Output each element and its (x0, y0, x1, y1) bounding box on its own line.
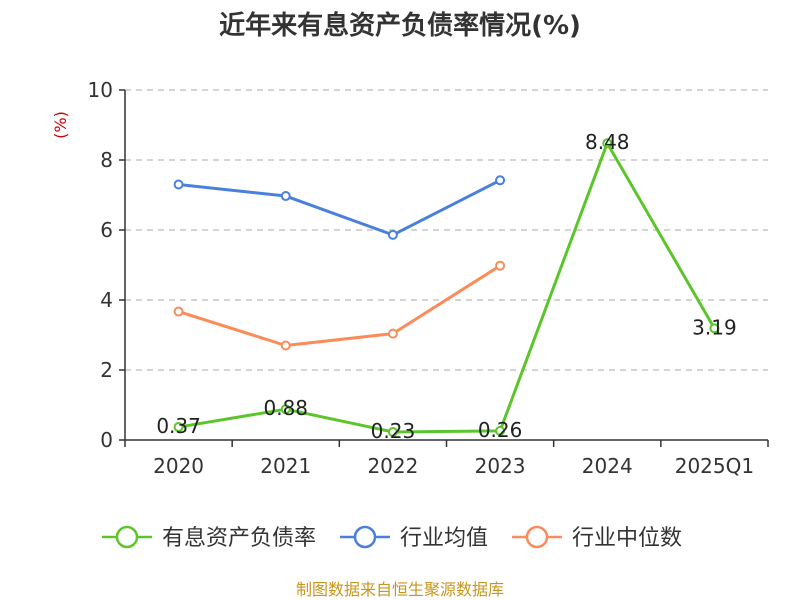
x-tick-label: 2023 (475, 454, 526, 478)
y-axis-unit-label: (%) (51, 111, 70, 139)
data-point (173, 306, 184, 317)
data-point (495, 175, 506, 186)
legend-marker (353, 525, 377, 549)
data-label: 8.48 (585, 130, 630, 154)
data-point (387, 229, 398, 240)
legend-label: 行业均值 (400, 526, 488, 551)
data-label: 0.88 (263, 396, 308, 420)
data-point (173, 179, 184, 190)
y-tick-label: 8 (100, 148, 113, 172)
data-label: 0.23 (371, 419, 416, 443)
y-tick-label: 4 (100, 288, 113, 312)
data-point (173, 422, 184, 433)
series-line-0 (178, 141, 716, 434)
data-label: 3.19 (692, 315, 737, 339)
footer-source: 制图数据来自恒生聚源数据库 (296, 580, 504, 599)
legend: 有息资产负债率 行业均值 行业中位数 (102, 525, 682, 551)
data-point (602, 138, 613, 149)
data-point (280, 340, 291, 351)
legend-marker (525, 525, 549, 549)
legend-label: 行业中位数 (572, 526, 682, 551)
y-tick-label: 6 (100, 218, 113, 242)
y-tick-label: 2 (100, 358, 113, 382)
x-tick-label: 2024 (582, 454, 633, 478)
series-line-1 (178, 178, 501, 237)
x-tick-label: 2025Q1 (675, 454, 754, 478)
data-point (280, 191, 291, 202)
series-lines (173, 138, 720, 437)
data-point (709, 323, 720, 334)
axes: 0 2 4 6 8 10 2020 2021 2022 2023 2024 2025Q1 (88, 78, 769, 478)
data-point (280, 404, 291, 415)
chart-title: 近年来有息资产负债率情况(%) (219, 10, 581, 41)
series-line-2 (178, 264, 501, 347)
data-point (387, 328, 398, 339)
data-point (495, 260, 506, 271)
data-label: 0.37 (156, 414, 201, 438)
x-tick-label: 2020 (153, 454, 204, 478)
grid-lines (125, 89, 768, 371)
x-tick-label: 2021 (260, 454, 311, 478)
legend-marker (115, 525, 139, 549)
data-labels: 0.37 0.88 0.23 0.26 8.48 3.19 (156, 130, 736, 443)
data-point (387, 426, 398, 437)
y-tick-label: 10 (88, 78, 113, 102)
x-tick-label: 2022 (367, 454, 418, 478)
y-tick-label: 0 (100, 428, 113, 452)
legend-label: 有息资产负债率 (162, 526, 316, 551)
data-label: 0.26 (478, 418, 523, 442)
data-point (495, 425, 506, 436)
